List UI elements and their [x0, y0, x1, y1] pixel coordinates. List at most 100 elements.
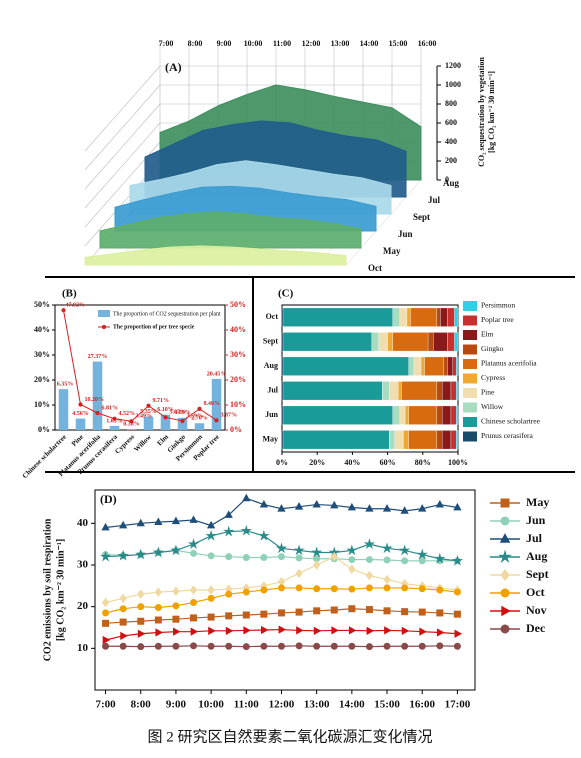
marker — [240, 524, 252, 536]
legend-label: May — [526, 495, 549, 509]
bar-segment — [371, 332, 379, 352]
bar — [160, 414, 171, 430]
marker — [401, 584, 409, 592]
marker — [154, 587, 162, 597]
marker — [119, 605, 127, 613]
marker — [242, 493, 251, 502]
marker — [242, 554, 250, 561]
marker — [180, 418, 185, 424]
legend-swatch — [463, 344, 477, 355]
marker — [381, 542, 393, 554]
marker — [101, 597, 110, 608]
marker — [500, 624, 510, 634]
legend-swatch — [463, 330, 477, 340]
bar — [75, 418, 86, 430]
marker — [225, 642, 233, 650]
marker — [102, 609, 110, 617]
x-tick-label: 17:00 — [445, 699, 471, 711]
bar-segment — [382, 381, 390, 401]
bar-value-label: 20.45% — [207, 371, 227, 377]
legend-label: Jul — [526, 531, 543, 545]
bar-segment — [447, 332, 455, 352]
x-tick-label: 12:00 — [302, 39, 321, 48]
bar-segment — [440, 307, 448, 327]
line-value-label: 5.07% — [170, 410, 187, 416]
bar — [143, 416, 154, 430]
bar-segment — [436, 307, 441, 327]
x-tick-label: 7:00 — [95, 699, 116, 711]
marker — [154, 517, 163, 525]
marker — [296, 626, 304, 635]
marker — [295, 642, 303, 650]
marker — [155, 628, 163, 637]
marker — [152, 546, 165, 558]
marker — [260, 554, 268, 561]
bar-segment — [281, 430, 284, 450]
marker — [208, 626, 216, 635]
marker — [365, 643, 373, 651]
marker — [197, 406, 202, 411]
marker — [260, 610, 268, 618]
marker — [436, 642, 444, 650]
z-axis-label: [kg CO₂ km⁻² 30 min⁻¹] — [487, 71, 496, 153]
marker — [171, 516, 181, 525]
panel-label: (C) — [278, 288, 294, 300]
marker — [258, 529, 270, 541]
bar-segment — [283, 307, 394, 327]
marker — [416, 548, 428, 560]
marker — [312, 499, 321, 508]
marker — [363, 538, 376, 549]
plot-frame — [94, 489, 476, 691]
marker — [225, 553, 233, 561]
bar-value-label: 2.70% — [191, 416, 208, 422]
marker — [418, 504, 427, 512]
bar-segment — [399, 405, 406, 425]
marker — [137, 643, 145, 651]
bar-value-label: 27.37% — [88, 354, 108, 360]
marker — [383, 556, 391, 564]
bar-segment — [281, 307, 284, 327]
x-tick-label: Willow — [132, 432, 153, 453]
bar-segment — [442, 381, 452, 401]
marker — [293, 544, 305, 556]
bar — [211, 378, 222, 430]
marker — [365, 504, 374, 512]
panel-label: (D) — [100, 492, 117, 506]
marker — [365, 584, 373, 592]
bar-value-label: 16.35% — [54, 382, 74, 388]
grid-line — [84, 122, 161, 209]
marker — [137, 629, 146, 638]
marker — [365, 570, 374, 581]
marker — [500, 516, 510, 526]
bar-segment — [442, 405, 452, 425]
bar — [58, 389, 69, 430]
marker — [366, 626, 375, 635]
marker — [242, 611, 250, 619]
legend-swatch — [463, 417, 477, 427]
marker — [294, 502, 304, 510]
y-tick-label: Oct — [266, 312, 279, 321]
marker — [207, 594, 215, 602]
bar-segment — [281, 405, 284, 425]
marker — [206, 520, 216, 529]
bar-segment — [401, 381, 438, 401]
bar-value-label: 5.35% — [140, 409, 157, 415]
marker — [365, 556, 373, 564]
marker — [331, 626, 339, 635]
marker — [275, 542, 288, 554]
marker — [400, 506, 409, 514]
x-tick-label: 9:00 — [217, 39, 232, 48]
bar-value-label: 4.56% — [72, 411, 89, 417]
marker — [313, 585, 321, 593]
y-tick-label: 40 — [77, 517, 89, 529]
y2-tick-label: 50% — [230, 300, 246, 309]
x-tick-label: 13:00 — [331, 39, 350, 48]
x-tick-label: 11:00 — [234, 699, 260, 711]
y-tick-label: 30% — [34, 350, 50, 359]
marker — [172, 615, 180, 623]
marker — [497, 549, 513, 563]
marker — [223, 525, 235, 537]
z-tick-label: 200 — [445, 156, 457, 165]
y-axis-label: CO2 emissions by soil respiration — [42, 518, 53, 661]
y-axis-label: [kg CO₂ km⁻² 30 min⁻¹] — [55, 539, 66, 641]
